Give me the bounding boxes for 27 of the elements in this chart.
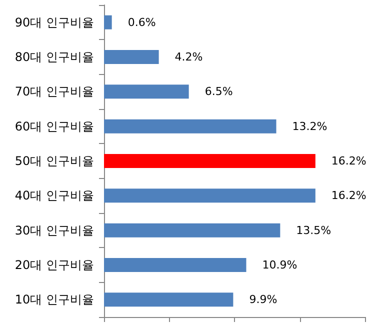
bar bbox=[104, 154, 316, 168]
y-tick-label: 90대 인구비율 bbox=[14, 15, 94, 30]
y-tick-label: 30대 인구비율 bbox=[14, 223, 94, 238]
bar bbox=[104, 292, 234, 307]
data-label: 9.9% bbox=[249, 293, 278, 306]
data-label: 10.9% bbox=[262, 258, 298, 272]
bar bbox=[104, 84, 189, 99]
data-label: 13.2% bbox=[292, 120, 328, 133]
bar bbox=[104, 223, 280, 238]
bar bbox=[104, 50, 159, 64]
data-label: 6.5% bbox=[204, 85, 233, 98]
bar bbox=[104, 188, 316, 203]
y-tick-label: 70대 인구비율 bbox=[14, 84, 94, 99]
data-label: 0.6% bbox=[128, 16, 156, 29]
bar bbox=[104, 15, 112, 30]
bar bbox=[104, 119, 276, 134]
data-label: 16.2% bbox=[331, 154, 366, 168]
y-tick-label: 60대 인구비율 bbox=[14, 119, 94, 134]
y-tick-label: 50대 인구비율 bbox=[14, 154, 94, 168]
y-tick-label: 20대 인구비율 bbox=[14, 258, 94, 272]
bar bbox=[104, 258, 246, 272]
data-label: 4.2% bbox=[174, 50, 203, 64]
y-tick-label: 10대 인구비율 bbox=[14, 292, 94, 307]
y-tick-label: 40대 인구비율 bbox=[14, 188, 94, 203]
y-tick-label: 80대 인구비율 bbox=[14, 50, 94, 64]
data-label: 16.2% bbox=[331, 189, 366, 202]
data-label: 13.5% bbox=[296, 224, 332, 237]
